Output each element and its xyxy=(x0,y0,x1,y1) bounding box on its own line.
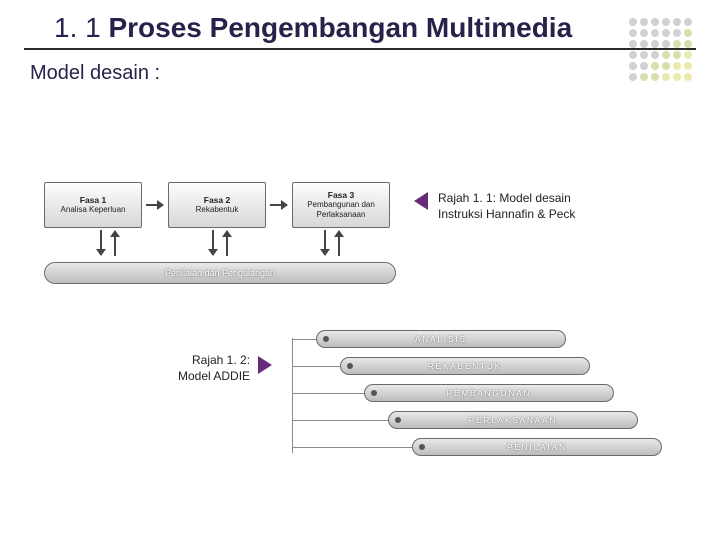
caption-diagram-2: Rajah 1. 2: Model ADDIE xyxy=(178,352,250,384)
title-container: 1. 1 Proses Pengembangan Multimedia xyxy=(24,0,696,50)
caption-diagram-1: Rajah 1. 1: Model desain Instruksi Hanna… xyxy=(438,190,575,222)
connector-spine xyxy=(292,338,293,453)
decorative-dots xyxy=(629,18,692,81)
caption1-line1: Rajah 1. 1: Model desain xyxy=(438,191,571,205)
phase-3-title: Fasa 3 xyxy=(328,190,354,201)
addie-pill: ANALISIS xyxy=(316,330,566,348)
caption1-line2: Instruksi Hannafin & Peck xyxy=(438,207,575,221)
caption2-line2: Model ADDIE xyxy=(178,369,250,383)
connector-branch xyxy=(292,447,412,448)
arrow-up-icon xyxy=(111,230,119,256)
addie-row: PERLAKSANAAN xyxy=(292,411,672,429)
evaluation-bar: Penilaian dan Pengulangan xyxy=(44,262,396,284)
addie-pill: PERLAKSANAAN xyxy=(388,411,638,429)
addie-row: PENILAIAN xyxy=(292,438,672,456)
diagram-hannafin-peck: Fasa 1 Analisa Keperluan Fasa 2 Rekabent… xyxy=(44,182,396,284)
diagram-addie: ANALISIS REKABENTUK PEMBANGUNAN PERLAKSANAA… xyxy=(292,330,672,465)
connector-branch xyxy=(292,339,316,340)
phase-1-label: Analisa Keperluan xyxy=(61,205,126,215)
connector-branch xyxy=(292,393,364,394)
triangle-right-icon xyxy=(258,356,272,374)
arrow-up-icon xyxy=(335,230,343,256)
subtitle: Model desain : xyxy=(0,50,720,91)
title-prefix: 1. 1 xyxy=(54,12,108,43)
arrow-down-icon xyxy=(209,230,217,256)
page-title: 1. 1 Proses Pengembangan Multimedia xyxy=(54,12,666,44)
arrow-up-icon xyxy=(223,230,231,256)
arrow-down-icon xyxy=(321,230,329,256)
phase-1-title: Fasa 1 xyxy=(80,195,106,206)
phase-2-label: Rekabentuk xyxy=(196,205,239,215)
connector-branch xyxy=(292,420,388,421)
addie-pill: REKABENTUK xyxy=(340,357,590,375)
title-main: Proses Pengembangan Multimedia xyxy=(108,12,572,43)
triangle-left-icon xyxy=(414,192,428,210)
phase-2-title: Fasa 2 xyxy=(204,195,230,206)
addie-pill: PEMBANGUNAN xyxy=(364,384,614,402)
addie-pill: PENILAIAN xyxy=(412,438,662,456)
phase-box-2: Fasa 2 Rekabentuk xyxy=(168,182,266,228)
arrow-down-icon xyxy=(97,230,105,256)
phase-row: Fasa 1 Analisa Keperluan Fasa 2 Rekabent… xyxy=(44,182,396,228)
caption2-line1: Rajah 1. 2: xyxy=(192,353,250,367)
connector-branch xyxy=(292,366,340,367)
arrow-right-icon xyxy=(270,200,288,210)
phase-box-1: Fasa 1 Analisa Keperluan xyxy=(44,182,142,228)
addie-row: ANALISIS xyxy=(292,330,672,348)
phase-3-label: Pembangunan dan Perlaksanaan xyxy=(293,200,389,220)
phase-box-3: Fasa 3 Pembangunan dan Perlaksanaan xyxy=(292,182,390,228)
addie-row: PEMBANGUNAN xyxy=(292,384,672,402)
arrow-right-icon xyxy=(146,200,164,210)
bidirectional-arrows-row xyxy=(44,228,396,258)
addie-row: REKABENTUK xyxy=(292,357,672,375)
